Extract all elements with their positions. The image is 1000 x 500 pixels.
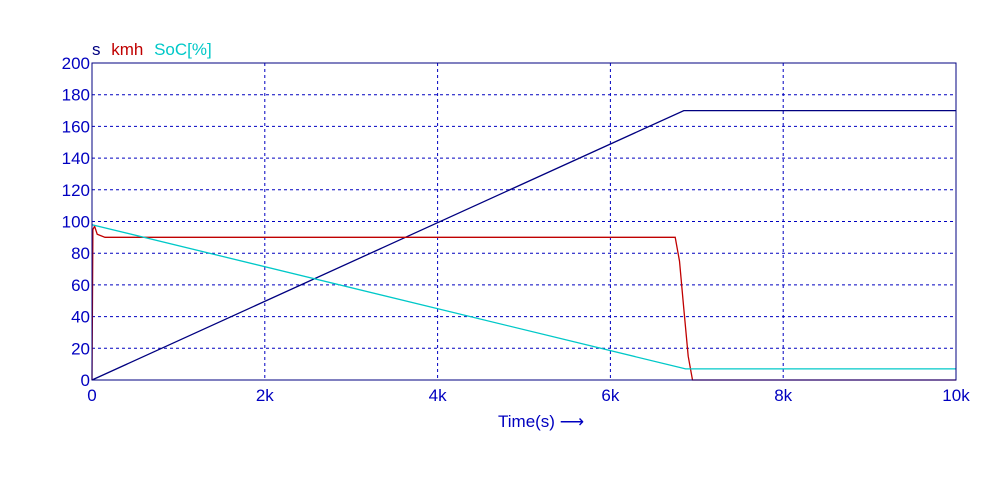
- y-tick-label: 100: [62, 213, 90, 232]
- legend-s: s: [92, 40, 101, 59]
- y-tick-label: 120: [62, 181, 90, 200]
- x-tick-label: 6k: [601, 386, 619, 405]
- series-line-soc: [91, 224, 956, 370]
- x-tick-label: 8k: [774, 386, 792, 405]
- x-tick-label: 0: [87, 386, 96, 405]
- y-tick-label: 180: [62, 86, 90, 105]
- x-tick-label: 10k: [942, 386, 970, 405]
- y-tick-label: 60: [71, 276, 90, 295]
- grid: [92, 63, 956, 380]
- y-tick-label: 160: [62, 117, 90, 136]
- y-tick-label: 20: [71, 339, 90, 358]
- legend: s kmh SoC[%]: [92, 40, 212, 59]
- legend-soc: SoC[%]: [154, 40, 212, 59]
- series-layer: [91, 109, 956, 381]
- legend-kmh: kmh: [111, 40, 143, 59]
- series-line-kmh: [91, 224, 956, 381]
- y-tick-label: 0: [81, 371, 90, 390]
- x-axis-title: Time(s): [498, 412, 555, 431]
- x-axis-label: Time(s) ⟶: [498, 412, 584, 431]
- series-line-s: [91, 109, 956, 381]
- x-axis-arrow-icon: ⟶: [560, 412, 584, 431]
- x-tick-labels: 0 2k 4k 6k 8k 10k: [87, 386, 970, 405]
- x-tick-label: 2k: [256, 386, 274, 405]
- y-tick-label: 40: [71, 308, 90, 327]
- plot-frame: [91, 62, 957, 381]
- y-tick-label: 140: [62, 149, 90, 168]
- x-tick-label: 4k: [429, 386, 447, 405]
- y-tick-label: 200: [62, 54, 90, 73]
- y-tick-label: 80: [71, 244, 90, 263]
- y-tick-labels: 0 20 40 60 80 100 120 140 160 180 200: [62, 54, 90, 390]
